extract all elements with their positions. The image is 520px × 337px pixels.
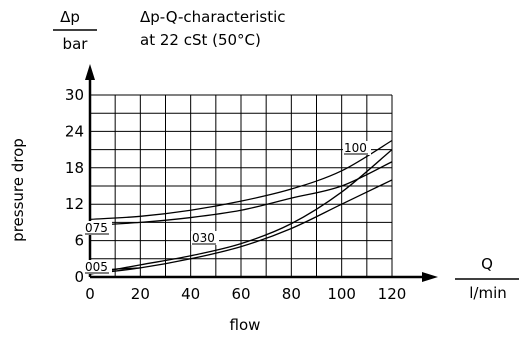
- axes: [85, 64, 438, 282]
- x-tick-label: 100: [327, 285, 356, 303]
- x-tick-label: 0: [85, 285, 95, 303]
- y-tick-label: 0: [74, 268, 84, 286]
- x-tick-label: 60: [231, 285, 250, 303]
- series-label: 100: [344, 141, 367, 155]
- chart-subtitle: at 22 cSt (50°C): [140, 31, 261, 49]
- y-tick-label: 30: [65, 86, 84, 104]
- series-label-bg: [343, 141, 371, 155]
- series-label: 030: [192, 231, 215, 245]
- series-line-075: [89, 161, 393, 227]
- x-unit-bottom: l/min: [469, 284, 507, 302]
- series-labels: 100 075 030 005: [84, 141, 371, 274]
- series-lines: [89, 139, 393, 275]
- y-axis-arrow: [85, 64, 95, 80]
- chart-title: Δp-Q-characteristic: [140, 8, 286, 26]
- series-line-100: [89, 139, 393, 221]
- x-tick-label: 120: [378, 285, 407, 303]
- y-tick-label: 18: [65, 159, 84, 177]
- grid: [89, 94, 393, 278]
- series-label-bg: [84, 260, 112, 274]
- y-unit-bottom: bar: [63, 35, 89, 53]
- series-line-030: [89, 149, 393, 275]
- x-tick-label: 80: [282, 285, 301, 303]
- y-tick-label: 12: [65, 195, 84, 213]
- x-axis-arrow: [422, 272, 438, 282]
- tick-labels: 0 20 40 60 80 100 120 0 6 12 18 24 30: [65, 86, 406, 303]
- x-unit-top: Q: [481, 255, 493, 273]
- y-unit-top: Δp: [60, 8, 80, 26]
- y-axis-label: pressure drop: [9, 138, 27, 242]
- x-tick-label: 20: [131, 285, 150, 303]
- x-axis-label: flow: [230, 316, 261, 334]
- x-tick-label: 40: [181, 285, 200, 303]
- y-tick-label: 24: [65, 122, 84, 140]
- series-label: 075: [85, 221, 108, 235]
- y-tick-label: 6: [74, 232, 84, 250]
- series-label: 005: [85, 260, 108, 274]
- series-label-bg: [191, 231, 219, 245]
- series-label-bg: [84, 221, 112, 235]
